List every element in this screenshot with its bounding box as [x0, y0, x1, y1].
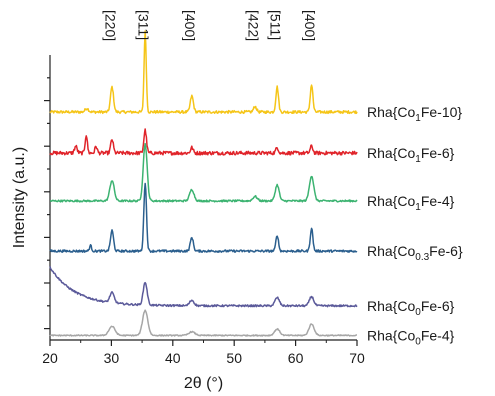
peak-label: [220]	[102, 10, 118, 41]
series-label: Rha{Co0Fe-4}	[367, 327, 455, 347]
peak-label: [422]	[245, 10, 261, 41]
x-ticks: 20 30 40 50 60 70	[42, 340, 365, 366]
series-line	[49, 182, 358, 253]
x-tick-label: 30	[104, 350, 120, 366]
peak-label: [400]	[302, 10, 318, 41]
series-line	[49, 266, 358, 308]
traces	[49, 30, 358, 337]
series-label: Rha{Co0Fe-6}	[367, 298, 455, 318]
peak-label: [400]	[182, 10, 198, 41]
x-axis-label: 2θ (°)	[184, 375, 223, 392]
x-tick-label: 40	[165, 350, 181, 366]
y-ticks	[44, 77, 50, 330]
peak-label: [511]	[267, 10, 283, 40]
series-label: Rha{Co1Fe-10}	[367, 104, 462, 124]
x-tick-label: 60	[288, 350, 304, 366]
series-line	[49, 309, 358, 337]
series-label: Rha{Co0.3Fe-6}	[367, 243, 463, 263]
series-line	[49, 30, 358, 115]
series-label: Rha{Co1Fe-6}	[367, 145, 455, 165]
series-line	[49, 128, 358, 156]
x-tick-label: 70	[349, 350, 365, 366]
series-label: Rha{Co1Fe-4}	[367, 193, 455, 213]
x-tick-label: 20	[42, 350, 58, 366]
series-line	[49, 142, 358, 203]
x-tick-label: 50	[226, 350, 242, 366]
series-labels: Rha{Co1Fe-10} Rha{Co1Fe-6} Rha{Co1Fe-4} Rha…	[367, 104, 463, 347]
peak-labels: [220] [311] [400] [422] [511] [400]	[102, 10, 318, 41]
peak-label: [311]	[135, 10, 151, 40]
y-axis-label: Intensity (a.u.)	[11, 147, 28, 248]
